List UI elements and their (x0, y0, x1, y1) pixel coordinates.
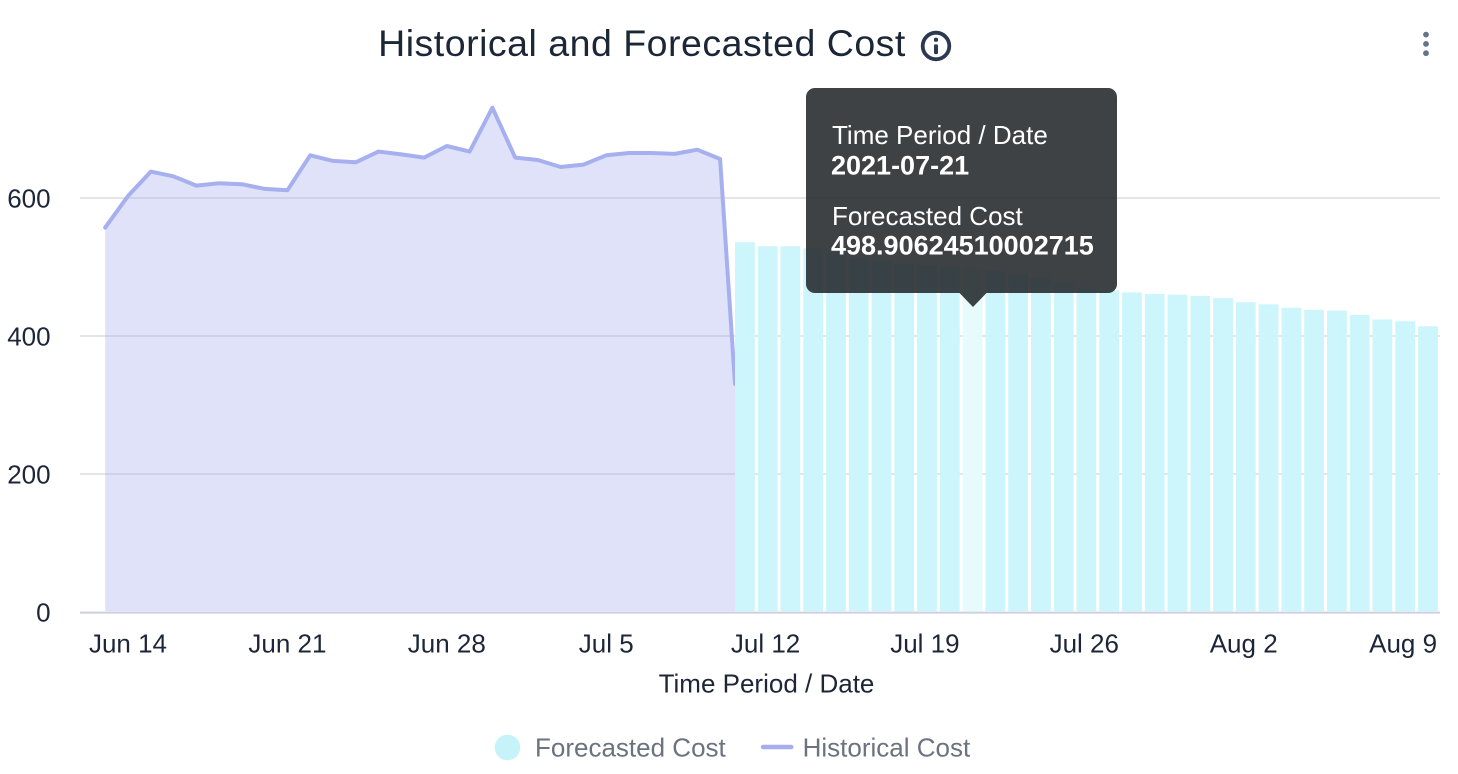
svg-text:Time Period / Date: Time Period / Date (832, 120, 1048, 150)
svg-text:Aug 2: Aug 2 (1210, 629, 1278, 659)
svg-text:Historical and Forecasted Cost: Historical and Forecasted Cost (378, 22, 906, 64)
svg-text:Jun 28: Jun 28 (408, 629, 486, 659)
svg-text:2021-07-21: 2021-07-21 (831, 151, 969, 181)
svg-text:600: 600 (7, 184, 50, 214)
svg-text:400: 400 (7, 322, 50, 352)
svg-text:0: 0 (36, 598, 50, 628)
svg-text:Jun 14: Jun 14 (89, 629, 167, 659)
svg-text:Jul 12: Jul 12 (731, 629, 800, 659)
svg-text:Historical Cost: Historical Cost (803, 733, 971, 763)
svg-text:Forecasted Cost: Forecasted Cost (832, 201, 1024, 231)
svg-text:Aug 9: Aug 9 (1369, 629, 1437, 659)
svg-text:498.90624510002715: 498.90624510002715 (831, 231, 1094, 261)
svg-text:200: 200 (7, 460, 50, 490)
svg-text:Jul 5: Jul 5 (579, 629, 634, 659)
svg-text:Jun 21: Jun 21 (248, 629, 326, 659)
svg-text:Jul 19: Jul 19 (890, 629, 959, 659)
svg-text:Jul 26: Jul 26 (1050, 629, 1119, 659)
svg-text:Time Period / Date: Time Period / Date (659, 668, 875, 698)
svg-text:Forecasted Cost: Forecasted Cost (535, 733, 727, 763)
